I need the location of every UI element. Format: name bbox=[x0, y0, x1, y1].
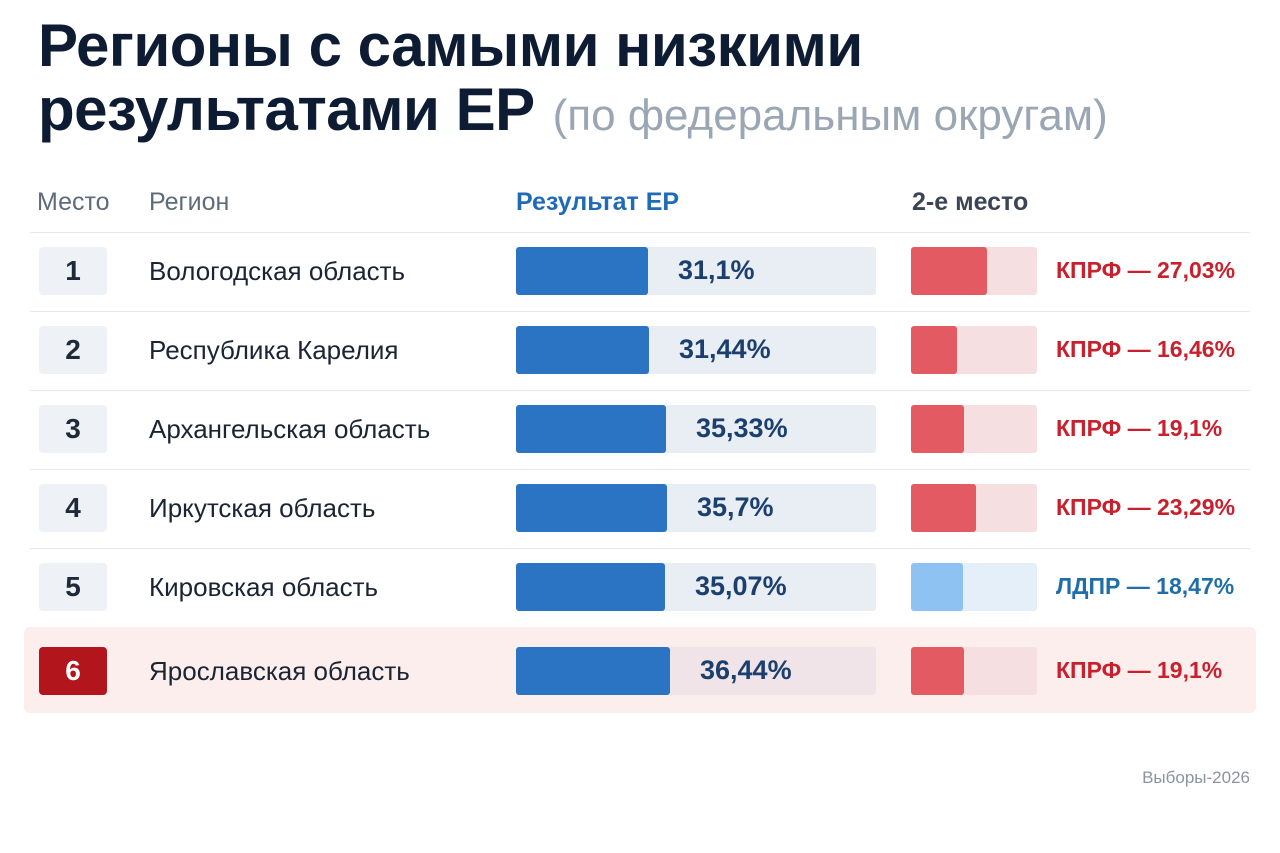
second-place-label: КПРФ — 27,03% bbox=[1056, 257, 1236, 283]
region-name: Республика Карелия bbox=[149, 335, 399, 365]
column-header-second: 2-е место bbox=[912, 188, 1029, 216]
er-value-label: 31,44% bbox=[679, 334, 771, 364]
second-place-label: КПРФ — 16,46% bbox=[1056, 336, 1236, 362]
title-main-part: результатами ЕР bbox=[38, 76, 535, 143]
er-bar bbox=[516, 647, 670, 695]
region-name: Иркутская область bbox=[149, 493, 376, 523]
row-separator bbox=[30, 390, 1250, 391]
title-subtitle: (по федеральным округам) bbox=[552, 91, 1108, 140]
chart-title: Регионы с самыми низкими результатами ЕР… bbox=[38, 14, 1108, 148]
er-bar-track bbox=[516, 247, 876, 295]
region-name: Вологодская область bbox=[149, 256, 406, 286]
second-place-bar bbox=[911, 563, 963, 611]
second-place-bar-track bbox=[911, 326, 1037, 374]
second-place-bar bbox=[911, 247, 987, 295]
region-name: Кировская область bbox=[149, 572, 379, 602]
title-line-2: результатами ЕР (по федеральным округам) bbox=[38, 78, 1108, 148]
rank-badge: 3 bbox=[39, 405, 107, 453]
region-name: Ярославская область bbox=[149, 656, 410, 686]
second-place-bar-track bbox=[911, 647, 1037, 695]
second-place-bar-track bbox=[911, 484, 1037, 532]
rank-badge: 2 bbox=[39, 326, 107, 374]
second-place-label: КПРФ — 19,1% bbox=[1056, 415, 1223, 441]
er-bar-track bbox=[516, 326, 876, 374]
row-separator bbox=[30, 469, 1250, 470]
footer-source: Выборы-2026 bbox=[1142, 768, 1250, 787]
row-separator bbox=[30, 548, 1250, 549]
column-header-region: Регион bbox=[149, 188, 230, 216]
region-name: Архангельская область bbox=[149, 414, 431, 444]
er-bar-track bbox=[516, 563, 876, 611]
er-bar-track bbox=[516, 647, 876, 695]
er-value-label: 35,07% bbox=[695, 571, 787, 601]
second-place-label: КПРФ — 23,29% bbox=[1056, 494, 1236, 520]
er-bar bbox=[516, 326, 649, 374]
row-separator bbox=[30, 311, 1250, 312]
row-separator bbox=[30, 232, 1250, 233]
rank-badge: 6 bbox=[39, 647, 107, 695]
second-place-bar bbox=[911, 647, 964, 695]
title-line-1: Регионы с самыми низкими bbox=[38, 12, 863, 79]
second-place-bar bbox=[911, 484, 976, 532]
er-bar bbox=[516, 247, 648, 295]
column-header-result: Результат ЕР bbox=[516, 188, 680, 216]
column-header-rank: Место bbox=[37, 188, 110, 216]
second-place-label: ЛДПР — 18,47% bbox=[1056, 573, 1235, 599]
er-bar-track bbox=[516, 405, 876, 453]
second-place-bar-track bbox=[911, 563, 1037, 611]
rank-badge: 4 bbox=[39, 484, 107, 532]
er-bar-track bbox=[516, 484, 876, 532]
rank-badge: 5 bbox=[39, 563, 107, 611]
second-place-label: КПРФ — 19,1% bbox=[1056, 657, 1223, 683]
er-value-label: 35,33% bbox=[696, 413, 788, 443]
er-bar bbox=[516, 484, 667, 532]
er-value-label: 31,1% bbox=[678, 255, 755, 285]
second-place-bar-track bbox=[911, 405, 1037, 453]
er-value-label: 36,44% bbox=[700, 655, 792, 685]
er-bar bbox=[516, 405, 666, 453]
second-place-bar-track bbox=[911, 247, 1037, 295]
rank-badge: 1 bbox=[39, 247, 107, 295]
second-place-bar bbox=[911, 326, 957, 374]
second-place-bar bbox=[911, 405, 964, 453]
er-bar bbox=[516, 563, 665, 611]
er-value-label: 35,7% bbox=[697, 492, 774, 522]
